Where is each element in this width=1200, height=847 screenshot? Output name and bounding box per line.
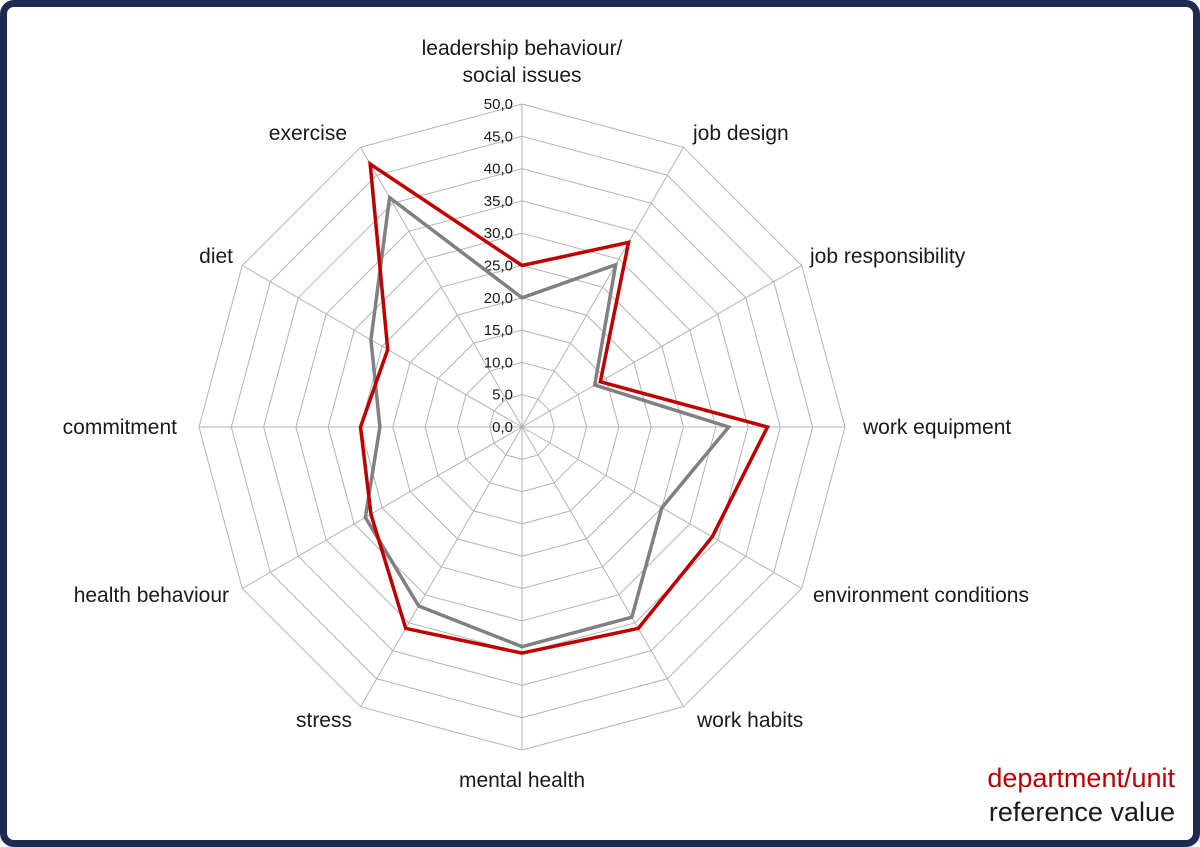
grid-spoke [521,426,684,707]
category-label-exercise: exercise [269,122,347,145]
tick-label: 0,0 [492,419,513,436]
category-label-leadership-behaviour: leadership behaviour/social issues [422,37,623,87]
tick-label: 50,0 [484,96,513,113]
tick-label: 20,0 [484,290,513,307]
category-label-diet: diet [199,245,233,268]
grid-spoke [521,265,802,428]
legend: department/unit reference value [987,761,1175,830]
category-label-commitment: commitment [63,416,178,439]
tick-label: 10,0 [484,354,513,371]
category-label-work-equipment: work equipment [862,416,1011,439]
tick-label: 25,0 [484,258,513,275]
grid-spoke [521,147,684,428]
series-department-unit [358,160,771,655]
category-label-mental-health: mental health [459,769,585,792]
category-label-stress: stress [296,709,352,732]
radar-chart: 0,0 5,0 10,0 15,0 20,0 25,0 30,0 35,0 40,0 45,0 50… [63,37,1029,792]
category-label-work-habits: work habits [696,709,803,732]
tick-label: 15,0 [484,322,513,339]
tick-label: 45,0 [484,128,513,145]
category-label-health-behaviour: health behaviour [74,584,229,607]
category-label-job-design: job design [692,122,789,145]
grid-spoke [242,265,523,428]
series-reference-value [363,194,732,649]
legend-item-reference-value: reference value [988,797,1175,828]
tick-label: 35,0 [484,193,513,210]
category-label-environment-conditions: environment conditions [813,584,1029,607]
tick-label: 40,0 [484,161,513,178]
legend-item-department-unit: department/unit [987,762,1175,793]
grid-spoke [242,426,523,589]
grid-spoke [360,147,523,428]
category-label-job-responsibility: job responsibility [809,245,966,268]
grid-spoke [360,426,523,707]
tick-label: 30,0 [484,225,513,242]
tick-label: 5,0 [492,387,513,404]
